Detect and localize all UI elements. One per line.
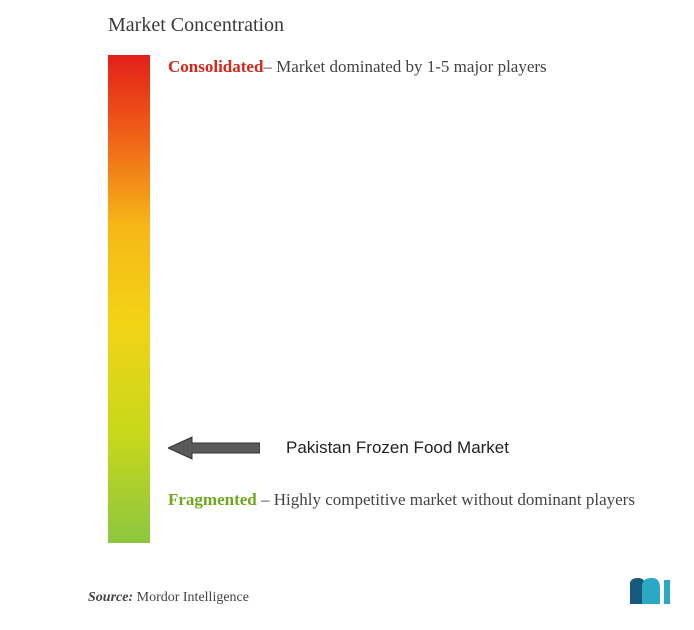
labels-column: Consolidated– Market dominated by 1-5 ma… [168,55,674,543]
gradient-scale [108,55,150,543]
fragmented-desc: – Highly competitive market without domi… [257,490,635,509]
concentration-diagram: Consolidated– Market dominated by 1-5 ma… [108,55,674,543]
footer: Source: Mordor Intelligence [88,576,674,606]
page-title: Market Concentration [108,14,674,37]
market-pointer-label: Pakistan Frozen Food Market [286,438,509,458]
source-text: Source: Mordor Intelligence [88,590,249,606]
mordor-logo-icon [628,576,674,606]
consolidated-label: Consolidated– Market dominated by 1-5 ma… [168,55,664,79]
fragmented-label: Fragmented – Highly competitive market w… [168,487,664,513]
consolidated-keyword: Consolidated [168,57,263,76]
market-pointer: Pakistan Frozen Food Market [168,435,509,461]
source-value: Mordor Intelligence [133,590,249,605]
source-label: Source: [88,590,133,605]
fragmented-keyword: Fragmented [168,490,257,509]
arrow-left-icon [168,435,260,461]
consolidated-desc: – Market dominated by 1-5 major players [263,57,546,76]
